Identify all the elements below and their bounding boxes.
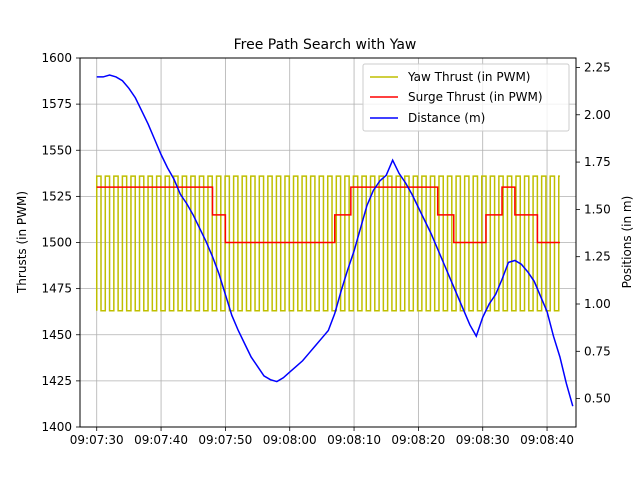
surge-thrust-line — [96, 186, 560, 244]
left-y-tick-label: 1475 — [41, 282, 72, 296]
right-y-tick-label: 2.25 — [584, 60, 611, 74]
right-y-tick-label: 1.75 — [584, 155, 611, 169]
legend-label-surge: Surge Thrust (in PWM) — [408, 90, 543, 104]
right-y-tick-label: 1.50 — [584, 202, 611, 216]
x-tick-label: 09:08:30 — [456, 433, 510, 447]
right-y-tick-label: 2.00 — [584, 108, 611, 122]
x-tick-label: 09:08:20 — [391, 433, 445, 447]
distance-line — [96, 74, 574, 407]
chart-title: Free Path Search with Yaw — [234, 37, 417, 53]
x-tick-label: 09:07:50 — [198, 433, 252, 447]
left-y-tick-label: 1550 — [41, 143, 72, 157]
x-tick-label: 09:07:30 — [70, 433, 124, 447]
left-y-tick-label: 1450 — [41, 328, 72, 342]
left-y-tick-label: 1525 — [41, 189, 72, 203]
x-tick-label: 09:08:00 — [263, 433, 317, 447]
x-tick-label: 09:08:10 — [327, 433, 381, 447]
right-y-tick-label: 1.25 — [584, 250, 611, 264]
legend: Yaw Thrust (in PWM) Surge Thrust (in PWM… — [362, 63, 570, 132]
left-y-tick-label: 1575 — [41, 97, 72, 111]
right-y-tick-label: 1.00 — [584, 297, 611, 311]
x-tick-label: 09:07:40 — [134, 433, 188, 447]
right-axis-label: Positions (in m) — [620, 196, 634, 289]
left-y-tick-label: 1600 — [41, 51, 72, 65]
legend-label-yaw: Yaw Thrust (in PWM) — [407, 70, 530, 84]
ticks: 09:07:30 09:07:40 09:07:50 09:08:00 09:08:10… — [41, 51, 610, 447]
right-y-tick-label: 0.50 — [584, 392, 611, 406]
left-y-tick-label: 1400 — [41, 420, 72, 434]
x-tick-label: 09:08:40 — [520, 433, 574, 447]
left-y-tick-label: 1425 — [41, 374, 72, 388]
legend-box — [362, 63, 570, 132]
left-y-tick-label: 1500 — [41, 236, 72, 250]
series-layer — [95, 74, 574, 407]
legend-label-distance: Distance (m) — [408, 111, 485, 125]
left-axis-label: Thrusts (in PWM) — [15, 191, 29, 294]
yaw-thrust-line — [95, 175, 560, 312]
right-y-tick-label: 0.75 — [584, 344, 611, 358]
